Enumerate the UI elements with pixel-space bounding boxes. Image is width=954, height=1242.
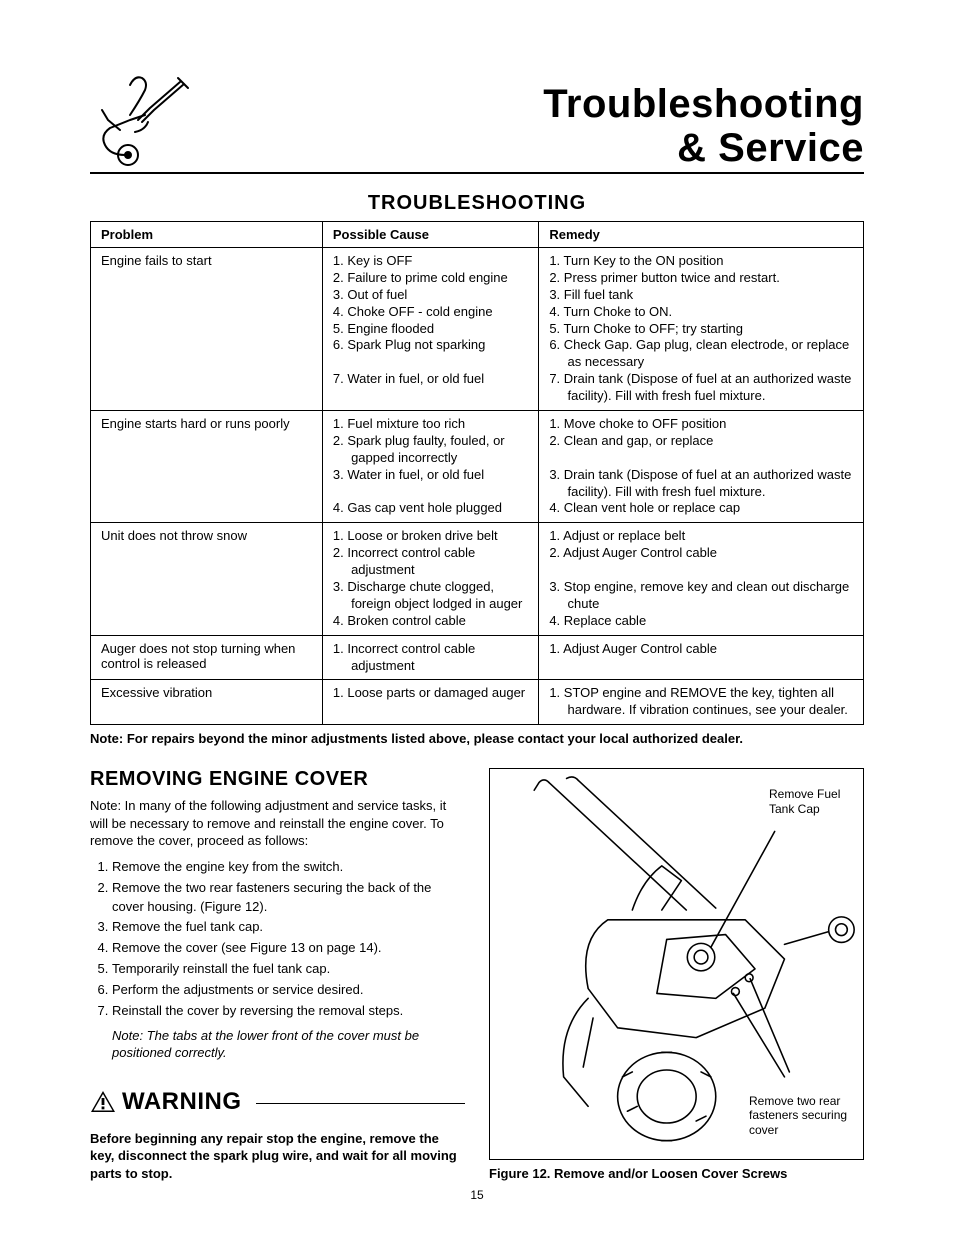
- cell-cause: 1. Incorrect control cable adjustment: [322, 635, 538, 680]
- remedy-item: 3. Stop engine, remove key and clean out…: [549, 579, 853, 613]
- cause-item: 4. Choke OFF - cold engine: [333, 304, 528, 321]
- remedy-item: 1. Turn Key to the ON position: [549, 253, 853, 270]
- warning-rule: [256, 1103, 466, 1104]
- cell-cause: 1. Loose or broken drive belt2. Incorrec…: [322, 523, 538, 635]
- remedy-item: 5. Turn Choke to OFF; try starting: [549, 321, 853, 338]
- cell-cause: 1. Loose parts or damaged auger: [322, 680, 538, 725]
- title-line-2: & Service: [543, 126, 864, 170]
- page-number: 15: [90, 1188, 864, 1202]
- step-item: Remove the engine key from the switch.: [112, 858, 465, 877]
- cause-item: 1. Key is OFF: [333, 253, 528, 270]
- removing-italic-note: Note: The tabs at the lower front of the…: [112, 1027, 465, 1062]
- lower-columns: REMOVING ENGINE COVER Note: In many of t…: [90, 768, 864, 1182]
- troubleshooting-table: Problem Possible Cause Remedy Engine fai…: [90, 221, 864, 725]
- cause-item: 2. Spark plug faulty, fouled, or gapped …: [333, 433, 528, 467]
- cell-remedy: 1. STOP engine and REMOVE the key, tight…: [539, 680, 864, 725]
- remedy-item: 2. Press primer button twice and restart…: [549, 270, 853, 287]
- remedy-item: 4. Replace cable: [549, 613, 853, 630]
- step-item: Temporarily reinstall the fuel tank cap.: [112, 960, 465, 979]
- remedy-item: 7. Drain tank (Dispose of fuel at an aut…: [549, 371, 853, 405]
- cause-item: 1. Fuel mixture too rich: [333, 416, 528, 433]
- warning-box: WARNING Before beginning any repair stop…: [90, 1088, 465, 1183]
- warning-icon: [90, 1090, 116, 1114]
- cell-problem: Engine starts hard or runs poorly: [91, 411, 323, 523]
- cause-item: 4. Gas cap vent hole plugged: [333, 500, 528, 517]
- cause-item: [333, 484, 528, 501]
- table-row: Auger does not stop turning when control…: [91, 635, 864, 680]
- cell-remedy: 1. Move choke to OFF position2. Clean an…: [539, 411, 864, 523]
- cause-item: 1. Loose or broken drive belt: [333, 528, 528, 545]
- cause-item: 1. Incorrect control cable adjustment: [333, 641, 528, 675]
- cell-cause: 1. Key is OFF2. Failure to prime cold en…: [322, 248, 538, 411]
- remedy-item: [549, 450, 853, 467]
- cause-item: 3. Out of fuel: [333, 287, 528, 304]
- section-title-troubleshooting: TROUBLESHOOTING: [90, 192, 864, 215]
- table-row: Engine starts hard or runs poorly1. Fuel…: [91, 411, 864, 523]
- remedy-item: 1. Move choke to OFF position: [549, 416, 853, 433]
- remedy-item: 4. Clean vent hole or replace cap: [549, 500, 853, 517]
- cause-item: 1. Loose parts or damaged auger: [333, 685, 528, 702]
- title-line-1: Troubleshooting: [543, 82, 864, 126]
- cell-remedy: 1. Adjust Auger Control cable: [539, 635, 864, 680]
- table-row: Unit does not throw snow1. Loose or brok…: [91, 523, 864, 635]
- figure-label-top: Remove Fuel Tank Cap: [769, 787, 849, 816]
- remedy-item: 2. Adjust Auger Control cable: [549, 545, 853, 562]
- cause-item: 4. Broken control cable: [333, 613, 528, 630]
- col-header-remedy: Remedy: [539, 222, 864, 248]
- remedy-item: 1. Adjust Auger Control cable: [549, 641, 853, 658]
- cause-item: 3. Water in fuel, or old fuel: [333, 467, 528, 484]
- step-item: Remove the cover (see Figure 13 on page …: [112, 939, 465, 958]
- page-title: Troubleshooting & Service: [543, 82, 864, 170]
- page-header: Troubleshooting & Service: [90, 60, 864, 174]
- figure-caption: Figure 12. Remove and/or Loosen Cover Sc…: [489, 1166, 864, 1181]
- cell-problem: Engine fails to start: [91, 248, 323, 411]
- cause-item: 7. Water in fuel, or old fuel: [333, 371, 528, 388]
- remedy-item: 3. Drain tank (Dispose of fuel at an aut…: [549, 467, 853, 501]
- removing-intro: Note: In many of the following adjustmen…: [90, 797, 465, 850]
- step-item: Remove the two rear fasteners securing t…: [112, 879, 465, 917]
- col-header-cause: Possible Cause: [322, 222, 538, 248]
- col-header-problem: Problem: [91, 222, 323, 248]
- remedy-item: 3. Fill fuel tank: [549, 287, 853, 304]
- cell-problem: Unit does not throw snow: [91, 523, 323, 635]
- table-row: Engine fails to start1. Key is OFF2. Fai…: [91, 248, 864, 411]
- remedy-item: 6. Check Gap. Gap plug, clean electrode,…: [549, 337, 853, 371]
- cause-item: 3. Discharge chute clogged, foreign obje…: [333, 579, 528, 613]
- snowblower-icon: [90, 60, 190, 170]
- figure-label-bottom: Remove two rear fasteners securing cover: [749, 1094, 849, 1137]
- removing-steps: Remove the engine key from the switch. Re…: [90, 858, 465, 1021]
- removing-title: REMOVING ENGINE COVER: [90, 768, 465, 791]
- right-column: Remove Fuel Tank Cap Remove two rear fas…: [489, 768, 864, 1182]
- step-item: Remove the fuel tank cap.: [112, 918, 465, 937]
- figure-12: Remove Fuel Tank Cap Remove two rear fas…: [489, 768, 864, 1160]
- cause-item: 2. Failure to prime cold engine: [333, 270, 528, 287]
- cell-problem: Auger does not stop turning when control…: [91, 635, 323, 680]
- table-footnote: Note: For repairs beyond the minor adjus…: [90, 731, 864, 746]
- warning-body: Before beginning any repair stop the eng…: [90, 1130, 465, 1183]
- remedy-item: 4. Turn Choke to ON.: [549, 304, 853, 321]
- remedy-item: [549, 562, 853, 579]
- table-row: Excessive vibration 1. Loose parts or dam…: [91, 680, 864, 725]
- cell-remedy: 1. Turn Key to the ON position2. Press p…: [539, 248, 864, 411]
- left-column: REMOVING ENGINE COVER Note: In many of t…: [90, 768, 465, 1182]
- cell-remedy: 1. Adjust or replace belt2. Adjust Auger…: [539, 523, 864, 635]
- cell-cause: 1. Fuel mixture too rich2. Spark plug fa…: [322, 411, 538, 523]
- step-item: Perform the adjustments or service desir…: [112, 981, 465, 1000]
- step-item: Reinstall the cover by reversing the rem…: [112, 1002, 465, 1021]
- remedy-item: 1. STOP engine and REMOVE the key, tight…: [549, 685, 853, 719]
- warning-title: WARNING: [122, 1088, 242, 1116]
- cause-item: [333, 354, 528, 371]
- remedy-item: 2. Clean and gap, or replace: [549, 433, 853, 450]
- cause-item: 5. Engine flooded: [333, 321, 528, 338]
- cell-problem: Excessive vibration: [91, 680, 323, 725]
- remedy-item: 1. Adjust or replace belt: [549, 528, 853, 545]
- cause-item: 2. Incorrect control cable adjustment: [333, 545, 528, 579]
- cause-item: 6. Spark Plug not sparking: [333, 337, 528, 354]
